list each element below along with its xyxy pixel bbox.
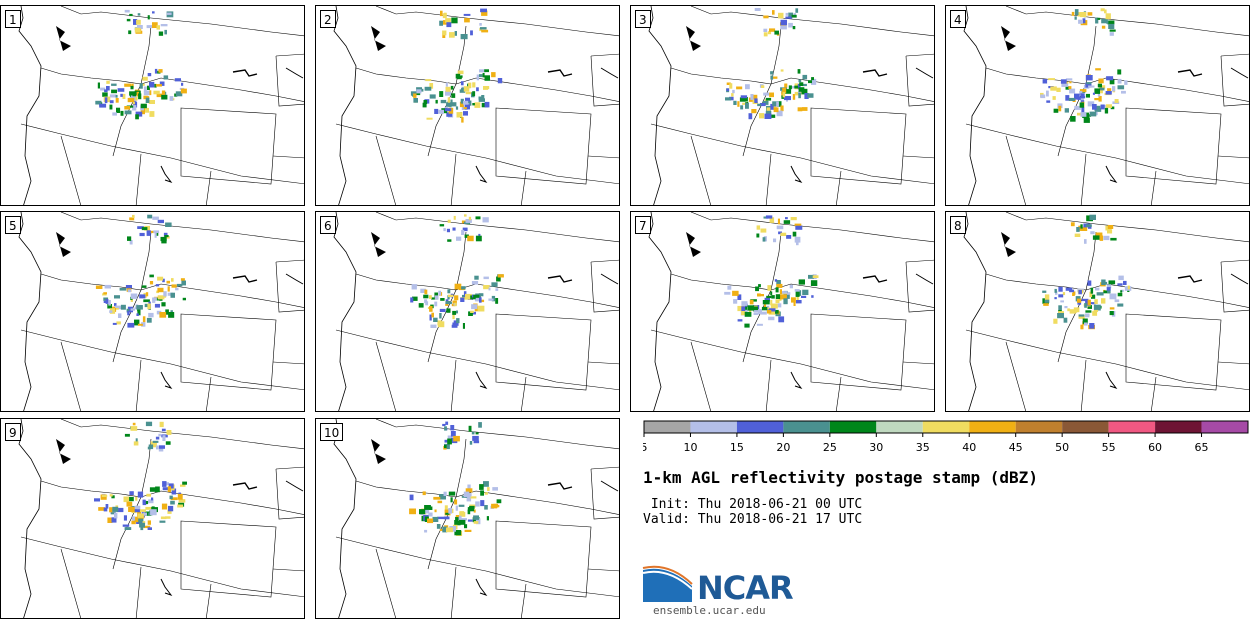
ensemble-member-panel: 3	[630, 5, 935, 206]
colorbar-segment	[1201, 421, 1248, 433]
colorbar-segment	[876, 421, 923, 433]
member-number: 1	[5, 10, 21, 28]
colorbar-tick-label: 50	[1055, 441, 1069, 454]
ensemble-member-panel: 2	[315, 5, 620, 206]
init-time: Init: Thu 2018-06-21 00 UTC	[643, 497, 863, 512]
basemap	[648, 212, 934, 411]
colorbar-segment	[829, 421, 877, 433]
colorbar-segment	[783, 421, 830, 433]
colorbar-tick-label: 65	[1195, 441, 1209, 454]
ensemble-member-panel: 9	[0, 418, 305, 619]
member-number: 9	[5, 423, 21, 441]
logo-url: ensemble.ucar.edu	[653, 604, 766, 617]
colorbar-tick-label: 55	[1102, 441, 1116, 454]
member-number: 3	[635, 10, 651, 28]
reflectivity-colorbar: 5 10 15 20 25 30 35 40 45 50 55 60 65	[643, 420, 1249, 454]
ensemble-member-panel: 5	[0, 211, 305, 412]
basemap	[18, 212, 304, 411]
basemap	[963, 6, 1249, 205]
ncar-logo-text: NCAR	[697, 569, 794, 607]
basemap	[18, 6, 304, 205]
colorbar-tick-label: 35	[916, 441, 930, 454]
colorbar-border	[643, 420, 1249, 434]
member-number: 4	[950, 10, 966, 28]
colorbar-segment	[1155, 421, 1202, 433]
colorbar-tick-label: 20	[776, 441, 790, 454]
member-number: 6	[320, 216, 336, 234]
member-number: 10	[320, 423, 344, 441]
colorbar-tick-label: 15	[730, 441, 744, 454]
colorbar-segment	[644, 421, 691, 433]
colorbar-tick-label: 45	[1009, 441, 1023, 454]
colorbar-tick-label: 5	[643, 441, 648, 454]
member-number: 7	[635, 216, 651, 234]
colorbar-tick-label: 30	[869, 441, 883, 454]
colorbar-segment	[1062, 421, 1109, 433]
valid-time: Valid: Thu 2018-06-21 17 UTC	[643, 512, 863, 527]
ensemble-member-panel: 1	[0, 5, 305, 206]
colorbar-tick-label: 60	[1148, 441, 1162, 454]
colorbar-tick-label: 40	[962, 441, 976, 454]
basemap	[333, 419, 619, 618]
colorbar-segment	[736, 421, 784, 433]
basemap	[333, 6, 619, 205]
ensemble-member-panel: 7	[630, 211, 935, 412]
ensemble-member-panel: 8	[945, 211, 1250, 412]
ncar-logo-icon	[642, 565, 693, 602]
colorbar-segment	[969, 421, 1016, 433]
colorbar-segment	[1015, 421, 1063, 433]
basemap	[18, 419, 304, 618]
colorbar-segment	[922, 421, 970, 433]
basemap	[333, 212, 619, 411]
colorbar-segment	[1108, 421, 1156, 433]
member-number: 8	[950, 216, 966, 234]
member-number: 2	[320, 10, 336, 28]
colorbar-tick-label: 10	[683, 441, 697, 454]
member-number: 5	[5, 216, 21, 234]
ensemble-member-panel: 10	[315, 418, 620, 619]
figure-title: 1-km AGL reflectivity postage stamp (dBZ…	[643, 468, 1038, 487]
ensemble-member-panel: 6	[315, 211, 620, 412]
colorbar-segment	[690, 421, 737, 433]
colorbar-tick-label: 25	[823, 441, 837, 454]
ensemble-member-panel: 4	[945, 5, 1250, 206]
basemap	[963, 212, 1249, 411]
basemap	[648, 6, 934, 205]
